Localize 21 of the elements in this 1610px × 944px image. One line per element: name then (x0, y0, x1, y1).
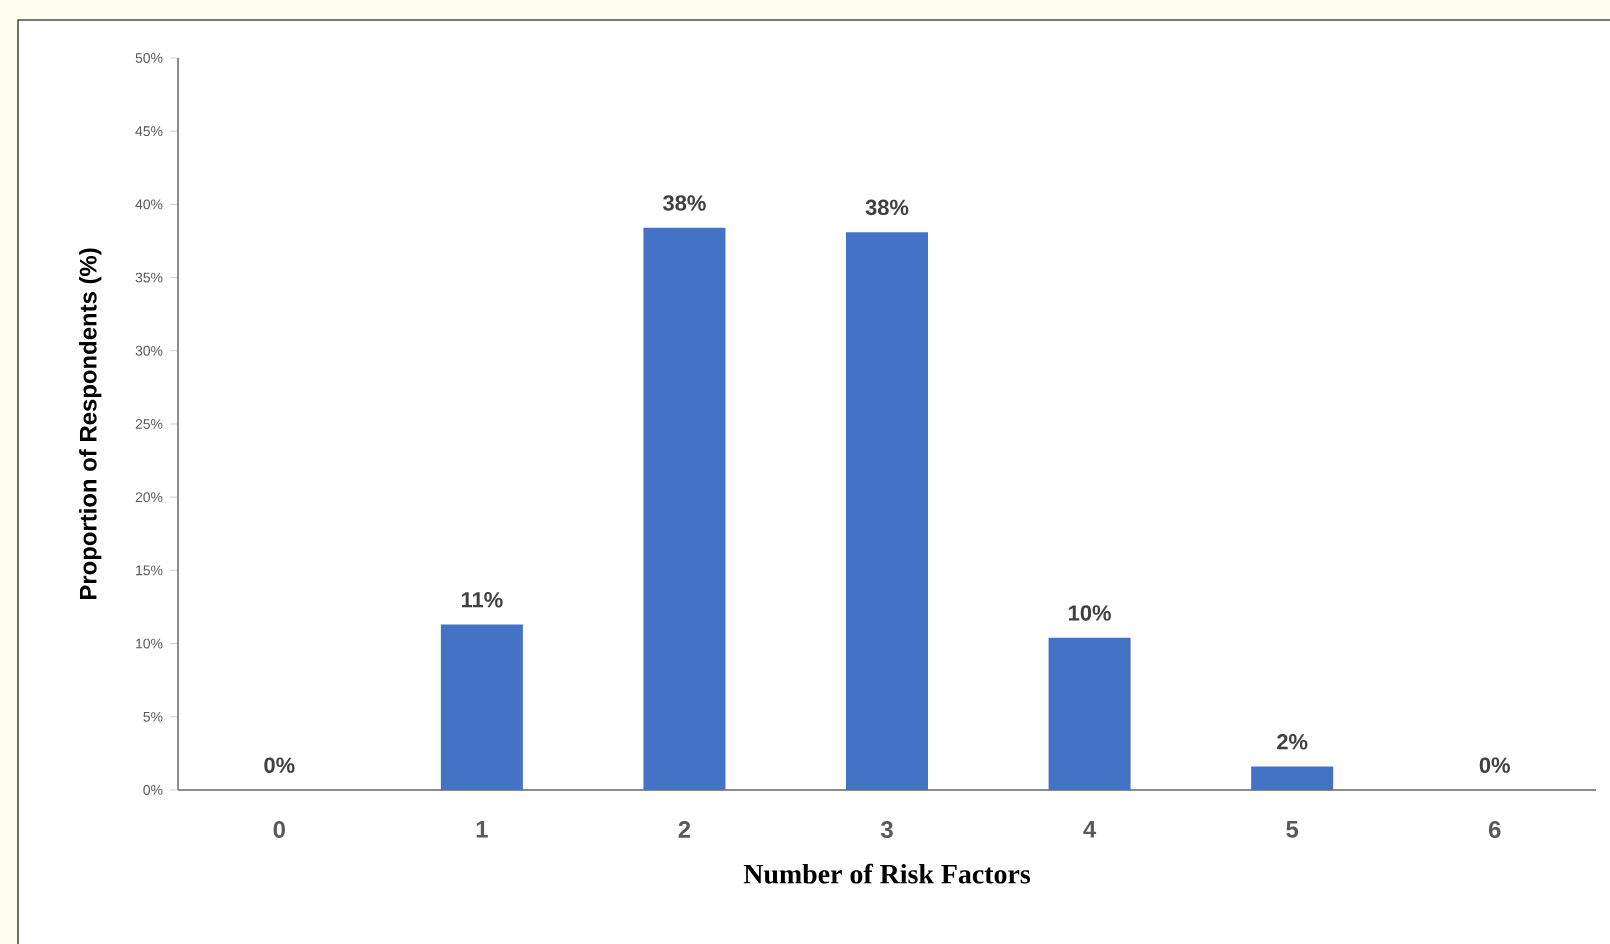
bar (643, 227, 726, 790)
x-axis-title: Number of Risk Factors (743, 863, 1031, 884)
x-tick-label: 0 (273, 821, 285, 838)
data-label: 38% (663, 195, 706, 211)
x-tick-label: 5 (1286, 821, 1299, 838)
x-tick-label: 2 (678, 821, 691, 838)
bar (1048, 637, 1131, 790)
data-label: 10% (1069, 605, 1111, 621)
data-label: 0% (1479, 757, 1510, 773)
bar (846, 232, 929, 790)
x-tick-label: 6 (1488, 821, 1501, 838)
bar (440, 624, 523, 790)
data-label: 2% (1277, 734, 1308, 750)
bar (1251, 766, 1334, 790)
x-tick-label: 3 (880, 821, 893, 838)
data-label: 38% (865, 199, 909, 216)
data-label: 0% (264, 757, 295, 773)
x-tick-label: 4 (1083, 821, 1097, 838)
x-tick-label: 1 (476, 821, 488, 838)
y-axis-title: Proportion of Respondents (%) (79, 248, 102, 600)
data-label: 11% (461, 592, 503, 608)
